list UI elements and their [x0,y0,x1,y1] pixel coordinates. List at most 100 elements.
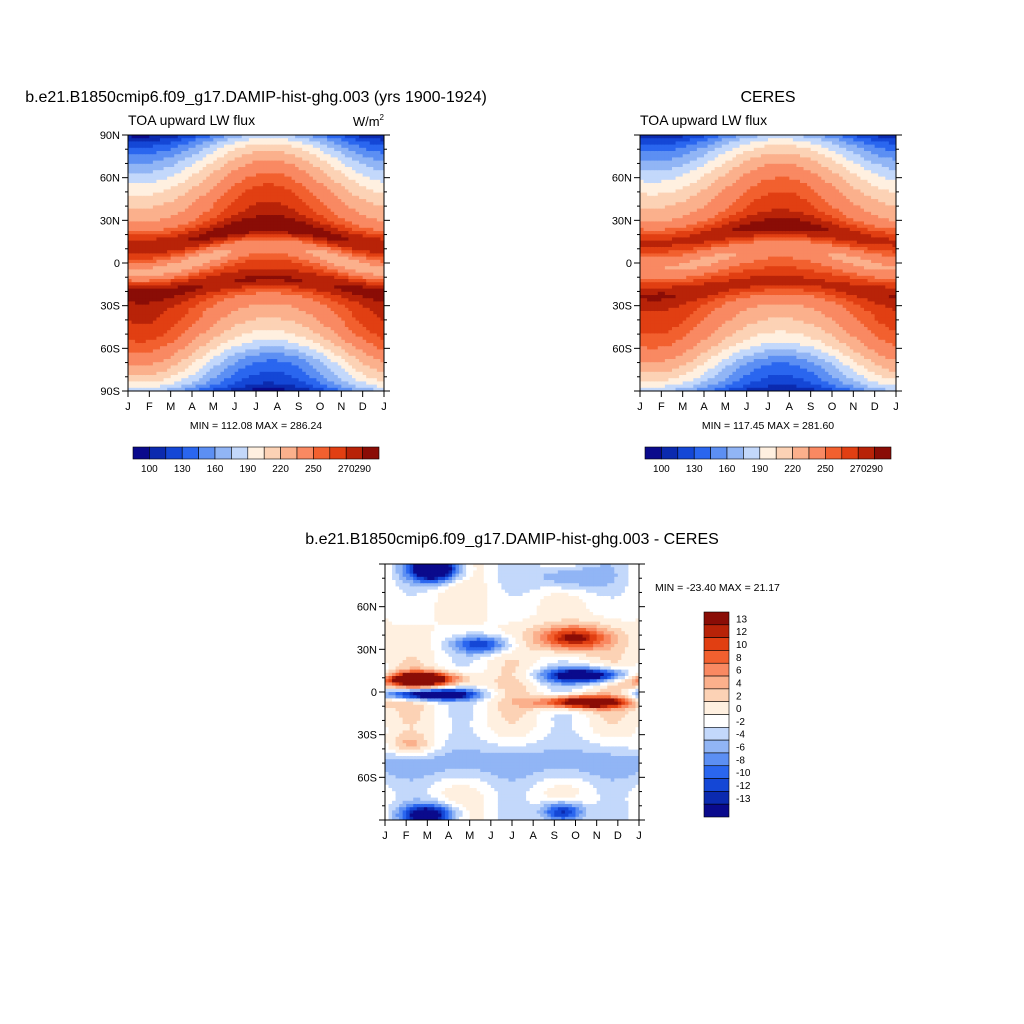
field-cell [284,323,289,328]
field-cell [195,135,200,139]
field-cell [334,320,339,325]
field-cell [227,307,232,312]
field-cell [202,176,207,181]
field-cell [224,157,229,162]
field-cell [273,272,278,277]
field-cell [284,291,289,296]
field-cell [135,202,140,206]
field-cell [256,304,261,309]
field-cell [295,240,300,245]
field-cell [259,250,264,254]
field-cell [220,234,225,238]
field-cell [181,253,186,258]
field-cell [256,199,261,203]
field-cell [160,199,165,203]
field-cell [181,359,186,363]
field-cell [263,352,268,357]
field-cell [227,371,232,376]
field-cell [216,371,222,376]
field-cell [184,359,190,363]
field-cell [295,192,300,197]
field-cell [337,157,342,162]
field-cell [206,317,211,322]
field-cell [149,176,154,181]
field-cell [280,221,286,226]
field-cell [316,355,321,360]
field-cell [270,291,275,296]
field-cell [245,339,250,344]
field-cell [323,147,328,152]
field-cell [135,282,140,286]
field-cell [320,147,325,152]
field-cell [344,167,350,171]
field-cell [241,320,246,325]
field-cell [174,259,179,264]
field-cell [188,215,193,219]
field-cell [142,138,147,142]
field-cell [284,202,289,206]
field-cell [202,349,207,354]
field-cell [192,375,197,379]
field-cell [305,227,310,232]
field-cell [259,330,264,334]
field-cell [199,359,204,363]
field-cell [138,269,143,274]
field-cell [209,211,214,216]
field-cell [163,179,168,184]
field-cell [170,352,175,357]
field-cell [256,179,261,184]
field-cell [344,327,350,331]
field-cell [330,202,335,206]
field-cell [152,339,158,344]
field-cell [280,272,286,277]
field-cell [337,349,342,354]
field-cell [259,192,264,197]
field-cell [341,295,346,299]
field-cell [231,279,236,283]
field-cell [131,362,136,366]
field-cell [160,259,165,264]
field-cell [167,291,172,296]
field-cell [298,307,303,312]
field-cell [216,304,222,309]
field-cell [128,343,133,347]
field-cell [138,311,143,315]
field-cell [309,167,314,171]
field-cell [270,355,275,360]
field-cell [298,375,303,379]
field-cell [167,272,172,277]
field-cell [128,339,133,344]
field-cell [128,205,133,210]
field-cell [341,227,346,232]
field-cell [163,272,168,277]
field-cell [241,352,246,357]
field-cell [138,288,143,293]
field-cell [184,247,190,251]
field-cell [284,327,289,331]
field-cell [295,384,300,389]
field-cell [209,359,214,363]
field-cell [227,157,232,162]
field-cell [149,272,154,277]
field-cell [163,279,168,283]
field-cell [334,301,339,306]
field-cell [195,282,200,286]
field-cell [252,304,257,309]
field-cell [156,375,161,379]
field-cell [199,346,204,350]
field-cell [227,359,232,363]
field-cell [273,295,278,299]
field-cell [192,167,197,171]
field-cell [209,231,214,235]
field-cell [273,247,278,251]
field-cell [305,154,310,158]
field-cell [160,263,165,267]
field-cell [174,224,179,229]
field-cell [216,237,222,242]
field-cell [192,163,197,168]
field-cell [160,157,165,162]
field-cell [213,355,218,360]
field-cell [167,240,172,245]
field-cell [312,320,318,325]
field-cell [277,362,282,366]
